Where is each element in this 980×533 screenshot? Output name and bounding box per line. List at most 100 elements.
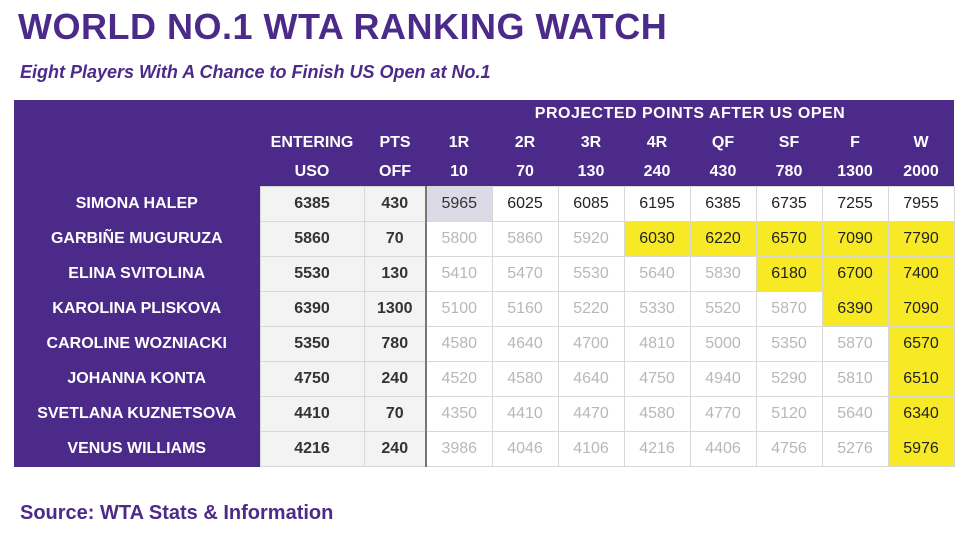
- projected-points-cell: 5120: [755, 396, 823, 432]
- table-row: VENUS WILLIAMS 4216 240 3986 4046 4106 4216 440…: [14, 431, 955, 467]
- player-name: JOHANNA KONTA: [14, 361, 260, 397]
- points-off: 130: [363, 256, 427, 292]
- projected-points-cell: 7400: [887, 256, 955, 292]
- projected-points-cell: 7090: [821, 221, 889, 257]
- page-subtitle: Eight Players With A Chance to Finish US…: [20, 62, 491, 82]
- points-off: 430: [363, 186, 427, 222]
- projected-points-cell: 5870: [821, 326, 889, 362]
- projected-points-cell: 4756: [755, 431, 823, 467]
- projected-points-cell: 5276: [821, 431, 889, 467]
- table-row: JOHANNA KONTA 4750 240 4520 4580 4640 4750 4940…: [14, 361, 955, 397]
- projected-points-cell: 6385: [689, 186, 757, 222]
- projected-points-cell: 5220: [557, 291, 625, 327]
- projected-points-cell: 5640: [623, 256, 691, 292]
- projected-points-cell: 5350: [755, 326, 823, 362]
- points-off: 70: [363, 221, 427, 257]
- projected-points-cell: 4106: [557, 431, 625, 467]
- projected-points-cell: 4580: [425, 326, 493, 362]
- column-header-7-line2: 780: [756, 157, 822, 187]
- column-header-5-line1: 4R: [624, 128, 690, 157]
- projected-points-cell: 4350: [425, 396, 493, 432]
- column-header-3-line1: 2R: [492, 128, 558, 157]
- column-header-4-line2: 130: [558, 157, 624, 187]
- projected-points-cell: 5100: [425, 291, 493, 327]
- projected-points-cell: 6085: [557, 186, 625, 222]
- projected-points-cell: 5640: [821, 396, 889, 432]
- column-header-1-line1: PTS: [364, 128, 426, 157]
- column-header-9-line2: 2000: [888, 157, 954, 187]
- projected-points-cell: 5290: [755, 361, 823, 397]
- points-off: 240: [363, 361, 427, 397]
- projected-points-cell: 5520: [689, 291, 757, 327]
- projected-points-cell: 5920: [557, 221, 625, 257]
- projected-points-cell: 5830: [689, 256, 757, 292]
- column-header-8-line2: 1300: [822, 157, 888, 187]
- table-body: SIMONA HALEP 6385 430 5965 6025 6085 6195 6385 6…: [14, 186, 955, 467]
- points-off: 780: [363, 326, 427, 362]
- projected-points-cell: 6180: [755, 256, 823, 292]
- projected-points-cell: 6570: [887, 326, 955, 362]
- projected-points-cell: 6195: [623, 186, 691, 222]
- projected-points-cell: 4640: [491, 326, 559, 362]
- column-header-6-line1: QF: [690, 128, 756, 157]
- projected-points-cell: 5470: [491, 256, 559, 292]
- projected-points-cell: 5965: [425, 186, 493, 222]
- entering-points: 5860: [259, 221, 365, 257]
- column-header-6-line2: 430: [690, 157, 756, 187]
- column-header-4-line1: 3R: [558, 128, 624, 157]
- table-row: GARBIÑE MUGURUZA 5860 70 5800 5860 5920 6030 62…: [14, 221, 955, 257]
- projected-points-cell: 4700: [557, 326, 625, 362]
- projected-points-cell: 5410: [425, 256, 493, 292]
- points-off: 1300: [363, 291, 427, 327]
- column-header-8-line1: F: [822, 128, 888, 157]
- player-name: CAROLINE WOZNIACKI: [14, 326, 260, 362]
- projected-points-cell: 4580: [491, 361, 559, 397]
- entering-points: 6390: [259, 291, 365, 327]
- projected-points-cell: 6735: [755, 186, 823, 222]
- table-row: SIMONA HALEP 6385 430 5965 6025 6085 6195 6385 6…: [14, 186, 955, 222]
- projected-points-cell: 4640: [557, 361, 625, 397]
- page-title: WORLD NO.1 WTA RANKING WATCH: [18, 6, 668, 47]
- column-header-9-line1: W: [888, 128, 954, 157]
- projected-points-cell: 5976: [887, 431, 955, 467]
- projected-points-cell: 6030: [623, 221, 691, 257]
- points-off: 240: [363, 431, 427, 467]
- projected-points-cell: 4580: [623, 396, 691, 432]
- entering-points: 5350: [259, 326, 365, 362]
- projected-points-cell: 6340: [887, 396, 955, 432]
- projected-points-cell: 5160: [491, 291, 559, 327]
- player-name: KAROLINA PLISKOVA: [14, 291, 260, 327]
- player-name: SIMONA HALEP: [14, 186, 260, 222]
- projected-points-cell: 4770: [689, 396, 757, 432]
- player-name: SVETLANA KUZNETSOVA: [14, 396, 260, 432]
- column-header-2-line1: 1R: [426, 128, 492, 157]
- projected-points-cell: 6025: [491, 186, 559, 222]
- table-row: CAROLINE WOZNIACKI 5350 780 4580 4640 4700 481…: [14, 326, 955, 362]
- entering-points: 4750: [259, 361, 365, 397]
- projected-points-cell: 6220: [689, 221, 757, 257]
- projected-points-cell: 5810: [821, 361, 889, 397]
- projected-points-cell: 5870: [755, 291, 823, 327]
- projected-points-cell: 6570: [755, 221, 823, 257]
- projected-points-cell: 4750: [623, 361, 691, 397]
- projected-points-cell: 4410: [491, 396, 559, 432]
- player-name: GARBIÑE MUGURUZA: [14, 221, 260, 257]
- points-off: 70: [363, 396, 427, 432]
- ranking-table: PROJECTED POINTS AFTER US OPEN ENTERING P…: [14, 100, 955, 467]
- table-row: SVETLANA KUZNETSOVA 4410 70 4350 4410 4470 458…: [14, 396, 955, 432]
- column-header-7-line1: SF: [756, 128, 822, 157]
- projected-points-cell: 6510: [887, 361, 955, 397]
- projected-points-cell: 5530: [557, 256, 625, 292]
- source-note: Source: WTA Stats & Information: [20, 502, 334, 524]
- column-header-row-2: USO OFF 10 70 130 240 430 780 1300 2000: [14, 157, 954, 187]
- entering-points: 4216: [259, 431, 365, 467]
- entering-points: 4410: [259, 396, 365, 432]
- column-header-0-line1: ENTERING: [260, 128, 364, 157]
- projected-points-cell: 7090: [887, 291, 955, 327]
- column-header-row-1: ENTERING PTS 1R 2R 3R 4R QF SF F W: [14, 128, 954, 157]
- projected-points-cell: 4406: [689, 431, 757, 467]
- table-row: KAROLINA PLISKOVA 6390 1300 5100 5160 5220 533…: [14, 291, 955, 327]
- projected-points-cell: 4940: [689, 361, 757, 397]
- projected-points-cell: 5860: [491, 221, 559, 257]
- entering-points: 5530: [259, 256, 365, 292]
